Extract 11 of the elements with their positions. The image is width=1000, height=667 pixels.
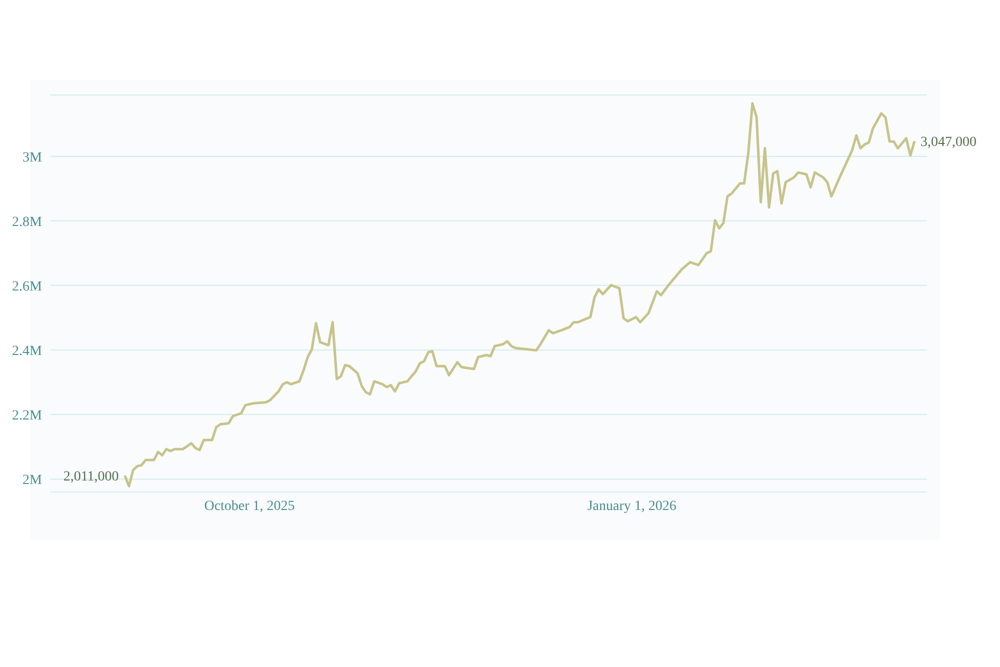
- annotation: 2,011,000: [63, 470, 119, 485]
- y-tick-label: 3M: [22, 150, 43, 166]
- annotation: 3,047,000: [920, 135, 977, 150]
- y-tick-label: 2.6M: [12, 279, 43, 294]
- x-tick-label: October 1, 2025: [204, 498, 295, 514]
- y-tick-label: 2.2M: [12, 408, 43, 424]
- x-tick-label: January 1, 2026: [587, 498, 676, 514]
- y-tick-label: 2.4M: [12, 344, 43, 359]
- line-series: [124, 102, 916, 488]
- y-tick-label: 2M: [22, 473, 43, 488]
- y-tick-label: 2.8M: [12, 214, 43, 230]
